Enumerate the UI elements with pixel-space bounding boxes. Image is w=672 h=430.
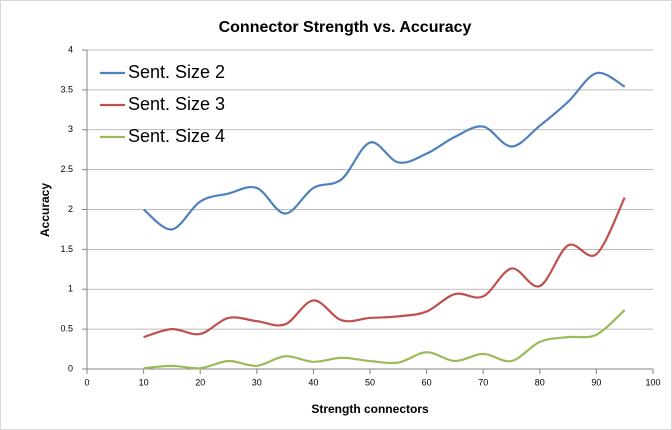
- x-tick-label: 100: [645, 377, 660, 387]
- x-tick-label: 70: [478, 377, 488, 387]
- series-line: [143, 197, 626, 339]
- legend-label: Sent. Size 3: [128, 94, 225, 114]
- y-tick-label: 0.5: [60, 324, 73, 334]
- x-tick-label: 30: [252, 377, 262, 387]
- series-line: [142, 71, 626, 231]
- y-tick-label: 0: [68, 363, 73, 373]
- legend-label: Sent. Size 2: [128, 62, 225, 82]
- x-tick-label: 40: [308, 377, 318, 387]
- legend-label: Sent. Size 4: [128, 126, 225, 146]
- y-axis-label: Accuracy: [38, 183, 52, 237]
- y-tick-label: 4: [68, 44, 73, 54]
- series-line: [143, 309, 626, 370]
- y-tick-label: 2.5: [60, 164, 73, 174]
- y-tick-label: 3.5: [60, 84, 73, 94]
- y-tick-label: 2: [68, 204, 73, 214]
- chart-title: Connector Strength vs. Accuracy: [219, 19, 472, 36]
- x-tick-label: 50: [365, 377, 375, 387]
- y-tick-label: 1.5: [60, 244, 73, 254]
- x-tick-label: 10: [139, 377, 149, 387]
- x-tick-label: 0: [84, 377, 89, 387]
- x-tick-label: 20: [195, 377, 205, 387]
- y-tick-label: 1: [68, 284, 73, 294]
- x-axis-label: Strength connectors: [311, 402, 429, 416]
- y-tick-label: 3: [68, 124, 73, 134]
- x-tick-label: 80: [535, 377, 545, 387]
- x-tick-label: 60: [422, 377, 432, 387]
- x-tick-label: 90: [591, 377, 601, 387]
